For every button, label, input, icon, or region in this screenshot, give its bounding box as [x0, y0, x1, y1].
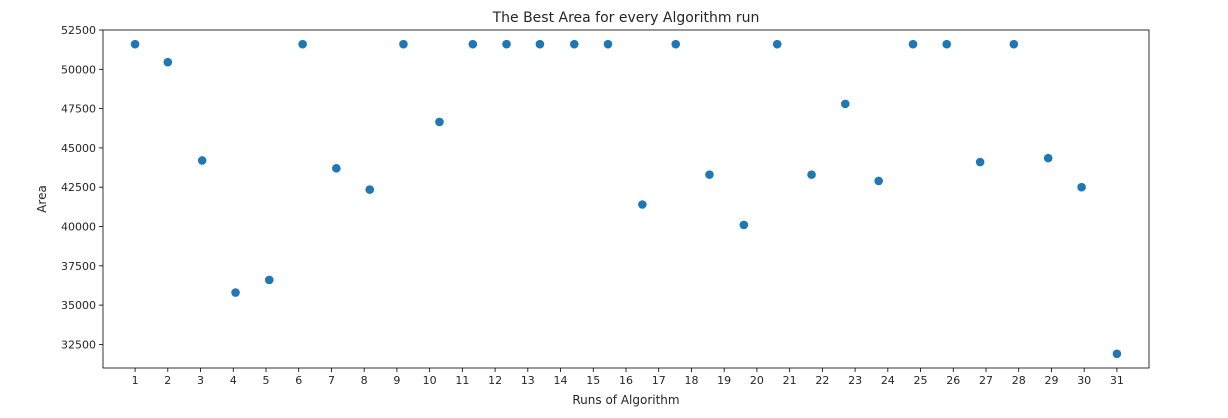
plot-frame [102, 29, 1150, 369]
x-axis: 1 2 3 4 5 6 7 8 9 10 11 12 13 14 15 16 17 18 19 20 21 22 23 24 2… [132, 368, 1124, 387]
data-point [468, 39, 478, 49]
x-tick-label: 22 [815, 374, 829, 387]
x-tick-label: 19 [717, 374, 731, 387]
data-point [535, 39, 545, 49]
data-point [874, 176, 883, 186]
data-point [908, 39, 918, 49]
x-tick-label: 24 [881, 374, 895, 387]
x-tick-label: 25 [914, 374, 928, 387]
data-point [502, 39, 511, 49]
data-point [1112, 349, 1122, 359]
data-point [365, 185, 375, 194]
x-tick-label: 31 [1110, 374, 1124, 387]
x-tick-label: 12 [488, 374, 502, 387]
x-tick-label: 2 [164, 374, 171, 387]
y-tick-label: 50000 [61, 63, 96, 76]
data-point [772, 39, 782, 49]
data-points [130, 39, 1122, 359]
y-tick-label: 40000 [61, 221, 96, 234]
data-point [163, 57, 173, 67]
data-point [705, 170, 714, 179]
x-tick-label: 21 [783, 374, 797, 387]
x-tick-label: 10 [423, 374, 437, 387]
data-point [975, 157, 985, 167]
data-point [942, 39, 952, 49]
x-tick-label: 11 [455, 374, 469, 387]
data-point [231, 288, 240, 297]
data-point [569, 39, 579, 49]
x-tick-label: 18 [684, 374, 698, 387]
x-tick-label: 17 [652, 374, 666, 387]
data-point [435, 117, 444, 127]
data-point [332, 164, 341, 173]
data-point [638, 200, 647, 209]
data-point [298, 39, 307, 49]
y-tick-label: 35000 [61, 299, 96, 312]
x-tick-label: 27 [979, 374, 993, 387]
data-point [399, 39, 408, 49]
y-tick-label: 52500 [61, 24, 96, 37]
data-point [1077, 182, 1086, 192]
x-tick-label: 23 [848, 374, 862, 387]
x-axis-label: Runs of Algorithm [572, 393, 679, 407]
x-tick-label: 13 [521, 374, 535, 387]
x-tick-label: 9 [393, 374, 400, 387]
x-tick-label: 5 [262, 374, 269, 387]
x-tick-label: 29 [1044, 374, 1058, 387]
x-tick-label: 14 [554, 374, 568, 387]
x-tick-label: 30 [1077, 374, 1091, 387]
x-tick-label: 1 [132, 374, 139, 387]
y-axis-label: Area [35, 185, 49, 213]
x-tick-label: 6 [295, 374, 302, 387]
x-tick-label: 15 [586, 374, 600, 387]
y-tick-label: 32500 [61, 338, 96, 351]
data-point [1009, 39, 1019, 49]
data-point [807, 170, 816, 179]
data-point [197, 156, 207, 165]
data-point [130, 39, 140, 49]
data-point [264, 275, 274, 285]
x-tick-label: 8 [361, 374, 368, 387]
x-tick-label: 20 [750, 374, 764, 387]
y-tick-label: 47500 [61, 103, 96, 116]
y-tick-label: 37500 [61, 260, 96, 273]
x-tick-label: 26 [946, 374, 960, 387]
x-tick-label: 16 [619, 374, 633, 387]
x-tick-label: 7 [328, 374, 335, 387]
x-tick-label: 3 [197, 374, 204, 387]
data-point [840, 99, 850, 109]
data-point [739, 220, 749, 230]
y-axis: 32500 35000 37500 40000 42500 45000 47500 50000… [61, 24, 103, 351]
chart-title: The Best Area for every Algorithm run [492, 10, 760, 26]
y-tick-label: 42500 [61, 181, 96, 194]
data-point [603, 39, 613, 49]
x-tick-label: 4 [230, 374, 237, 387]
data-point [1043, 153, 1053, 163]
x-tick-label: 28 [1012, 374, 1026, 387]
y-tick-label: 45000 [61, 142, 96, 155]
data-point [671, 39, 681, 49]
